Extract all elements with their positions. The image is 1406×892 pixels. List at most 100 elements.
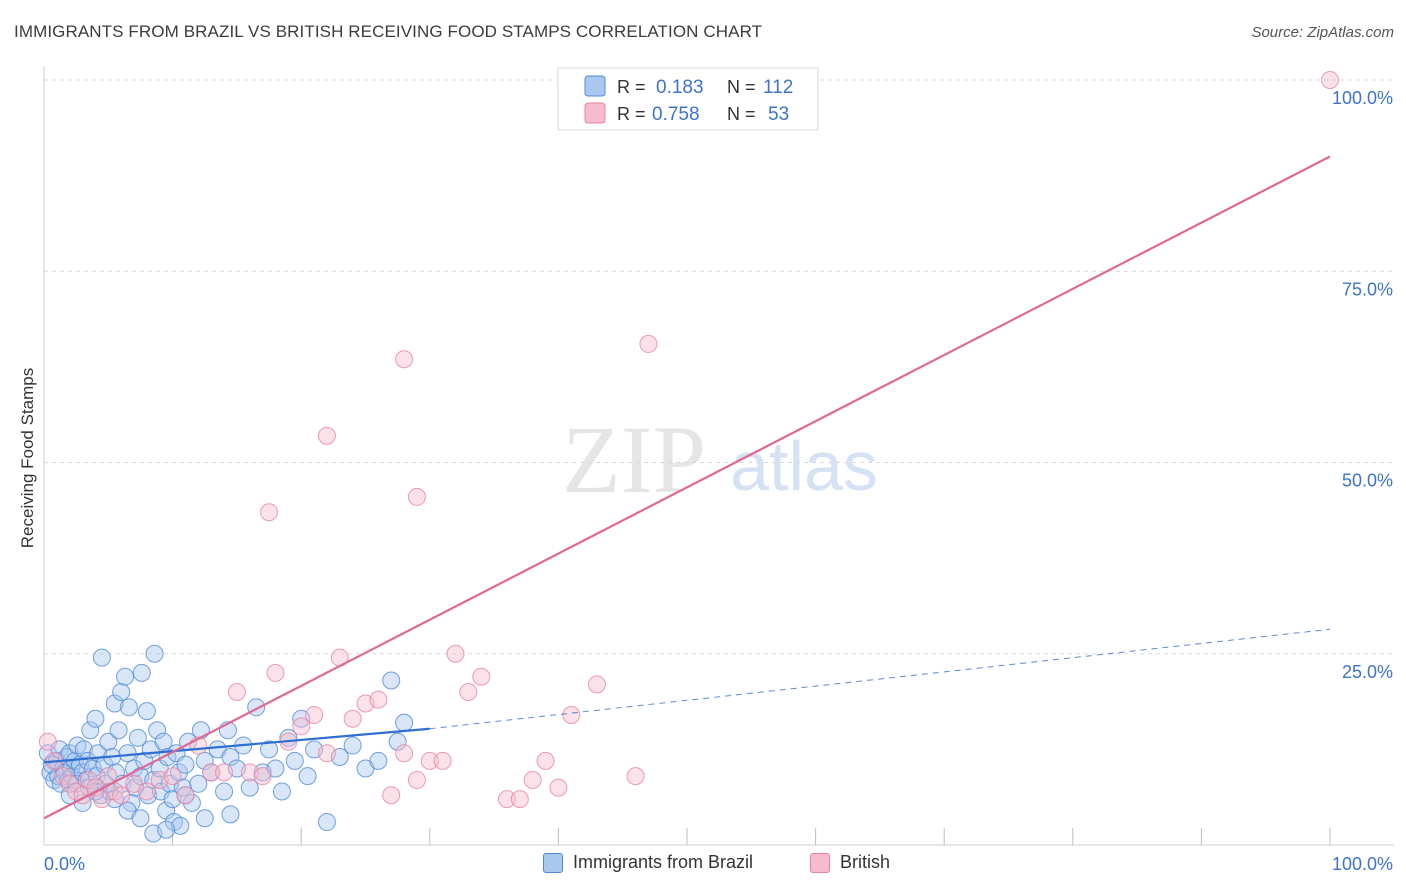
- british-point-6: [80, 770, 99, 789]
- legend-n-label-british: N =: [727, 104, 756, 124]
- legend-bottom: Immigrants from Brazil British: [0, 852, 1406, 878]
- british-point-47: [626, 767, 645, 786]
- british-point-23: [266, 663, 285, 682]
- trend-line-brazil: [43, 727, 430, 764]
- british-point-22: [253, 767, 272, 786]
- y-tick-label-50: 50.0%: [1342, 471, 1393, 491]
- british-point-11: [112, 786, 131, 805]
- legend-n-label-brazil: N =: [727, 77, 756, 97]
- brazil-point-111: [388, 732, 407, 751]
- x-tick-label-100: 100.0%: [1332, 854, 1393, 874]
- british-point-37: [446, 644, 465, 663]
- brazil-point-55: [145, 644, 164, 663]
- british-point-45: [562, 705, 581, 724]
- chart-title: IMMIGRANTS FROM BRAZIL VS BRITISH RECEIV…: [14, 22, 763, 41]
- british-point-34: [407, 770, 426, 789]
- british-point-35: [420, 751, 439, 770]
- british-point-13: [137, 782, 156, 801]
- brazil-point-109: [195, 809, 214, 828]
- british-point-36: [433, 751, 452, 770]
- brazil-point-51: [137, 702, 156, 721]
- british-point-26: [305, 705, 324, 724]
- brazil-point-47: [128, 728, 147, 747]
- british-point-31: [369, 690, 388, 709]
- brazil-point-110: [221, 805, 240, 824]
- brazil-point-72: [189, 774, 208, 793]
- y-tick-label-100: 100.0%: [1332, 88, 1393, 108]
- british-point-3: [60, 774, 79, 793]
- brazil-point-82: [240, 778, 259, 797]
- british-point-43: [536, 751, 555, 770]
- british-point-42: [523, 770, 542, 789]
- british-point-0: [38, 732, 57, 751]
- brazil-point-36: [105, 694, 124, 713]
- british-point-49: [317, 426, 336, 445]
- british-point-16: [176, 786, 195, 805]
- brazil-point-105: [131, 809, 150, 828]
- grid-layer: [44, 79, 1394, 655]
- legend-r-label-british: R =: [617, 104, 646, 124]
- series-british-points: [38, 71, 1339, 809]
- brazil-point-74: [195, 751, 214, 770]
- brazil-point-93: [317, 813, 336, 832]
- legend-label-brazil: Immigrants from Brazil: [573, 852, 754, 872]
- brazil-point-33: [99, 732, 118, 751]
- brazil-point-91: [298, 767, 317, 786]
- brazil-point-69: [176, 755, 195, 774]
- british-point-50: [395, 350, 414, 369]
- british-point-18: [202, 763, 221, 782]
- british-point-25: [292, 717, 311, 736]
- british-point-48: [260, 503, 279, 522]
- brazil-point-24: [81, 721, 100, 740]
- british-point-52: [639, 334, 658, 353]
- legend-swatch-brazil-bottom: [543, 852, 563, 873]
- y-tick-label-25: 25.0%: [1342, 662, 1393, 682]
- brazil-point-97: [369, 751, 388, 770]
- british-point-2: [54, 767, 73, 786]
- brazil-point-79: [221, 748, 240, 767]
- british-point-27: [317, 744, 336, 763]
- legend-r-value-british: 0.758: [652, 104, 700, 125]
- brazil-point-26: [86, 709, 105, 728]
- british-point-29: [343, 709, 362, 728]
- legend-swatch-brazil: [584, 75, 606, 97]
- watermark-atlas: atlas: [730, 427, 878, 505]
- series-brazil-points: [38, 644, 414, 843]
- source-label: Source: ZipAtlas.com: [1251, 24, 1394, 41]
- brazil-point-43: [119, 698, 138, 717]
- brazil-point-107: [157, 820, 176, 839]
- brazil-point-38: [109, 721, 128, 740]
- legend-item-british: British: [810, 852, 890, 873]
- british-point-41: [510, 790, 529, 809]
- brazil-point-41: [116, 667, 135, 686]
- brazil-point-39: [112, 683, 131, 701]
- legend-swatch-british: [584, 102, 606, 124]
- british-point-32: [382, 786, 401, 805]
- brazil-point-73: [191, 721, 210, 740]
- trend-line-british: [43, 155, 1331, 820]
- legend-swatch-british-bottom: [810, 852, 830, 873]
- brazil-point-77: [215, 782, 234, 801]
- legend-label-british: British: [840, 852, 891, 872]
- brazil-point-56: [148, 721, 167, 740]
- british-point-53: [1321, 71, 1339, 89]
- british-point-51: [407, 487, 426, 506]
- axis-layer: 25.0% 50.0% 75.0% 100.0% 0.0% 100.0%: [43, 66, 1394, 874]
- x-tick-label-0: 0.0%: [44, 854, 85, 874]
- legend-n-value-brazil: 112: [763, 77, 793, 98]
- trend-line-brazil-extrapolated: [429, 628, 1331, 730]
- trend-lines: [43, 155, 1331, 820]
- british-point-19: [215, 763, 234, 782]
- brazil-point-71: [182, 793, 201, 812]
- y-tick-label-75: 75.0%: [1342, 279, 1393, 299]
- brazil-point-30: [92, 648, 111, 667]
- legend-item-brazil: Immigrants from Brazil: [543, 852, 753, 873]
- british-point-40: [497, 790, 516, 809]
- brazil-point-67: [171, 816, 190, 835]
- british-point-20: [227, 683, 246, 701]
- brazil-point-98: [382, 671, 401, 690]
- british-point-33: [395, 744, 414, 763]
- british-point-39: [472, 667, 491, 686]
- british-point-15: [163, 767, 182, 786]
